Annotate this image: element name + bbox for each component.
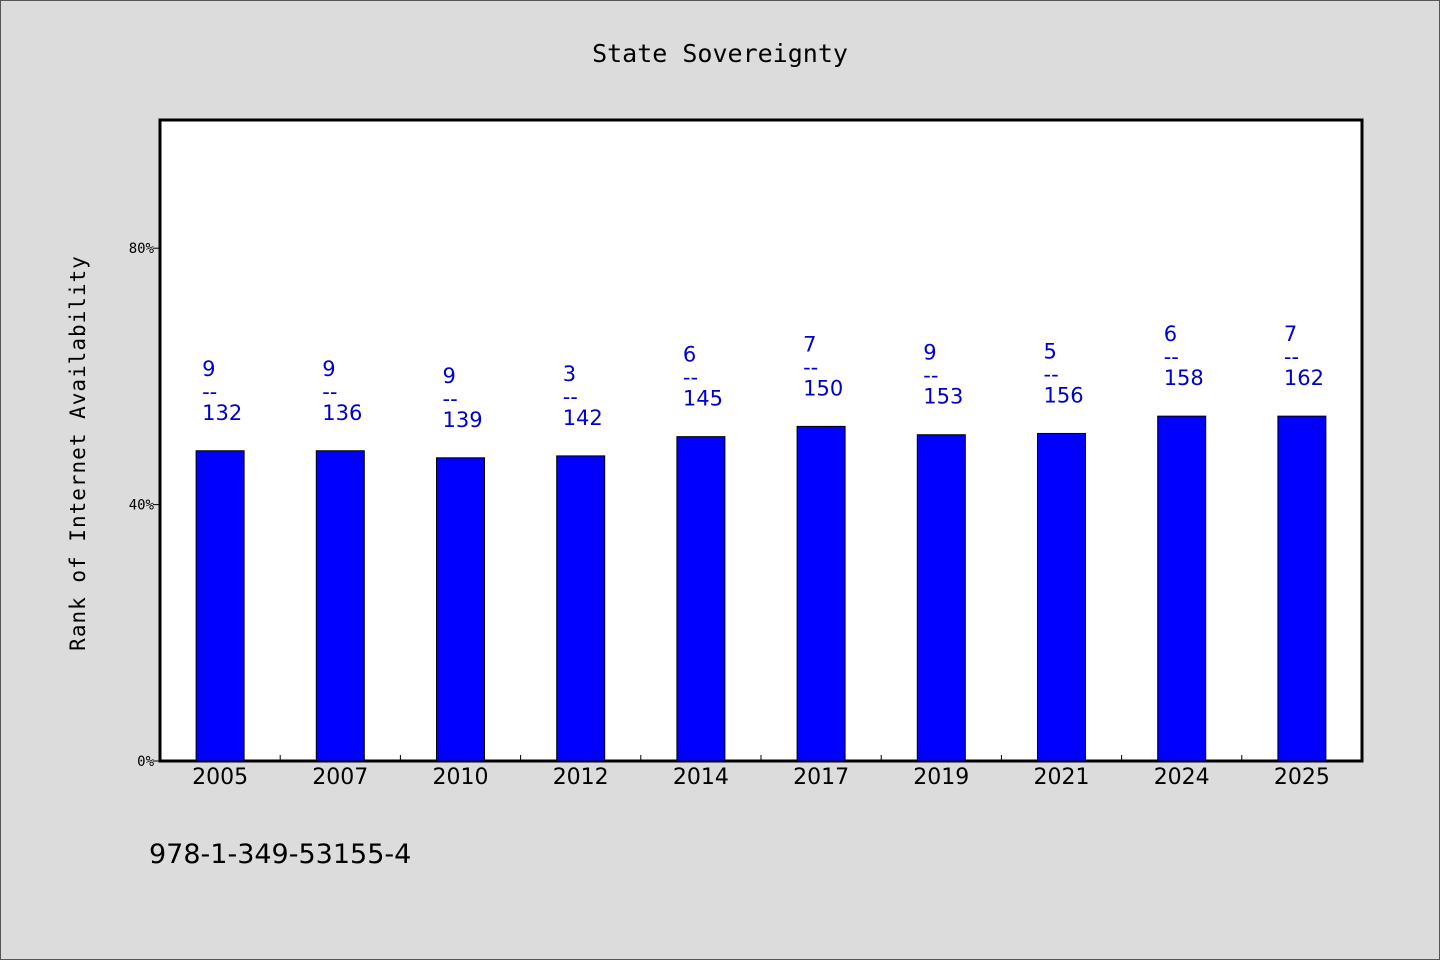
data-label-top: 9: [443, 364, 456, 388]
data-label-separator: --: [923, 364, 938, 388]
data-label-bottom: 145: [683, 387, 723, 411]
data-label-top: 6: [1164, 322, 1177, 346]
data-label-separator: --: [683, 366, 698, 390]
data-label-separator: --: [1044, 362, 1059, 386]
data-label-top: 9: [202, 357, 215, 381]
data-label-top: 7: [803, 332, 816, 356]
x-tick-label: 2007: [312, 765, 368, 790]
data-label-bottom: 132: [202, 401, 242, 425]
x-tick-label: 2010: [433, 765, 489, 790]
x-tick-label: 2024: [1154, 765, 1210, 790]
footnote-isbn: 978-1-349-53155-4: [149, 839, 411, 870]
x-tick-label: 2019: [913, 765, 969, 790]
data-labels: 9--1329--1369--1393--1426--1457--1509--1…: [202, 322, 1324, 432]
data-label-top: 9: [322, 357, 335, 381]
bar-2021: [1037, 432, 1086, 762]
data-label-top: 7: [1284, 322, 1297, 346]
x-tick-label: 2005: [192, 765, 248, 790]
x-axis: 2005 2007 2010 2012 2014 2017 2019 2021 2024 2025: [192, 755, 1330, 790]
data-label-separator: --: [803, 355, 818, 379]
data-label-bottom: 156: [1044, 383, 1084, 407]
data-label-bottom: 158: [1164, 366, 1204, 390]
data-label-top: 9: [923, 341, 936, 365]
data-label-bottom: 150: [803, 376, 843, 400]
data-label-top: 6: [683, 343, 696, 367]
data-label-bottom: 162: [1284, 366, 1324, 390]
data-label-separator: --: [1164, 345, 1179, 369]
data-label-separator: --: [322, 380, 337, 404]
data-label-bottom: 136: [322, 401, 362, 425]
y-tick-label: 0%: [137, 754, 154, 770]
bar-2019: [916, 434, 966, 762]
bar-2014: [676, 436, 726, 762]
bar-2010: [436, 457, 485, 762]
y-tick-label: 80%: [129, 241, 155, 257]
bar-2024: [1157, 415, 1207, 762]
x-tick-label: 2017: [793, 765, 849, 790]
data-label-separator: --: [443, 387, 458, 411]
y-axis: 0% 40% 80%: [129, 241, 160, 770]
y-axis-label: Rank of Internet Availability: [66, 255, 90, 651]
bar-2007: [315, 450, 365, 762]
data-label-separator: --: [563, 385, 578, 409]
bar-2012: [556, 455, 606, 762]
bar-2005: [195, 450, 245, 762]
bar-series: [195, 415, 1327, 762]
data-label-bottom: 142: [563, 406, 603, 430]
x-tick-label: 2021: [1034, 765, 1090, 790]
data-label-separator: --: [1284, 345, 1299, 369]
data-label-top: 3: [563, 362, 576, 386]
data-label-bottom: 153: [923, 385, 963, 409]
bar-2025: [1277, 415, 1327, 762]
y-tick-label: 40%: [129, 498, 155, 514]
x-tick-label: 2025: [1274, 765, 1330, 790]
data-label-top: 5: [1044, 339, 1057, 363]
chart-title: State Sovereignty: [592, 39, 848, 68]
x-tick-label: 2012: [553, 765, 609, 790]
data-label-separator: --: [202, 380, 217, 404]
bar-2017: [796, 425, 846, 762]
x-tick-label: 2014: [673, 765, 729, 790]
data-label-bottom: 139: [443, 408, 483, 432]
